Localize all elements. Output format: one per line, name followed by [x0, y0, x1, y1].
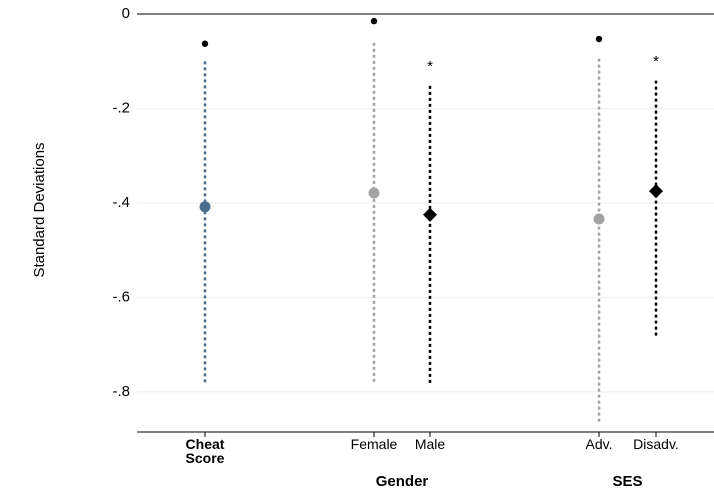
point [649, 184, 663, 199]
x-tick-label: Female [350, 436, 398, 452]
reference-dot [595, 35, 603, 43]
point [593, 213, 605, 225]
y-tick-label: -.4 [112, 194, 130, 211]
y-tick-label: 0 [122, 5, 130, 22]
point [423, 207, 437, 222]
x-tick-label: Adv. [585, 436, 613, 452]
x-tick-label: Cheat Score [185, 436, 225, 466]
group-label: Gender [375, 473, 429, 490]
x-tick-label: Male [414, 436, 446, 452]
group-label: SES [612, 473, 643, 490]
y-axis-label: Standard Deviations [31, 142, 48, 277]
reference-dot [201, 40, 209, 47]
y-tick-label: -.6 [112, 288, 130, 305]
reference-dot [370, 17, 378, 25]
x-tick-label: Disadv. [633, 436, 679, 452]
point [368, 187, 380, 199]
y-tick-label: -.2 [112, 99, 130, 116]
significance-marker: * [427, 58, 433, 75]
y-tick-label: -.8 [112, 383, 130, 400]
significance-marker: * [653, 53, 659, 70]
point [199, 201, 211, 213]
